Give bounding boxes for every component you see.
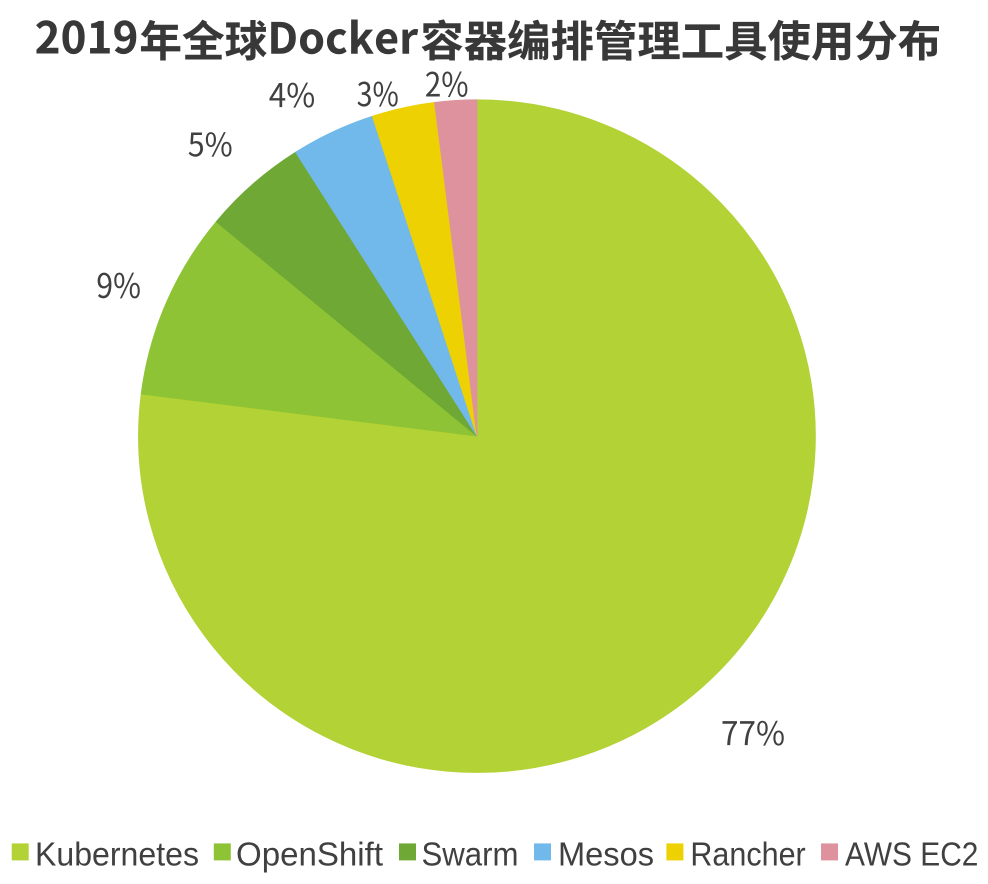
svg-text:Rancher: Rancher (690, 837, 805, 874)
svg-text:Kubernetes: Kubernetes (35, 837, 199, 874)
svg-text:AWS EC2: AWS EC2 (845, 837, 978, 874)
svg-text:OpenShift: OpenShift (236, 837, 384, 874)
svg-text:Mesos: Mesos (558, 837, 654, 874)
svg-text:Swarm: Swarm (422, 837, 519, 874)
